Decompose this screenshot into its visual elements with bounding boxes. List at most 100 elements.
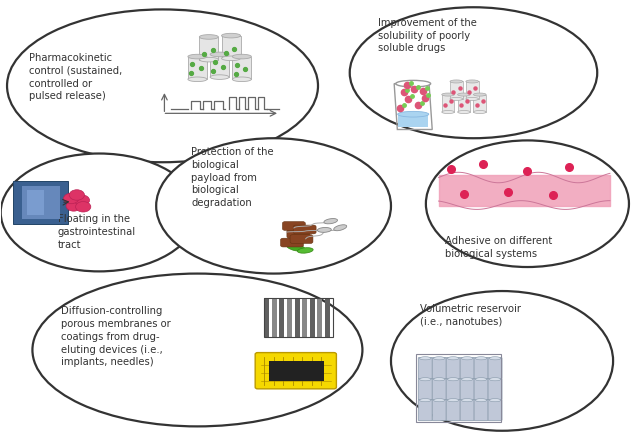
FancyBboxPatch shape (293, 225, 316, 234)
Circle shape (69, 190, 85, 200)
FancyBboxPatch shape (432, 378, 446, 400)
Ellipse shape (473, 93, 486, 96)
Ellipse shape (466, 80, 478, 83)
Ellipse shape (448, 399, 459, 402)
Text: Floating in the
gastrointestinal
tract: Floating in the gastrointestinal tract (58, 214, 136, 250)
Text: Protection of the
biological
payload from
biological
degradation: Protection of the biological payload fro… (191, 147, 273, 208)
FancyBboxPatch shape (446, 357, 460, 379)
Ellipse shape (475, 399, 487, 402)
Ellipse shape (210, 75, 229, 79)
Text: Pharmacokinetic
control (sustained,
controlled or
pulsed release): Pharmacokinetic control (sustained, cont… (29, 53, 123, 101)
FancyBboxPatch shape (488, 357, 502, 379)
FancyBboxPatch shape (290, 235, 313, 244)
Ellipse shape (398, 111, 429, 117)
Ellipse shape (475, 357, 487, 360)
Ellipse shape (156, 138, 391, 274)
FancyBboxPatch shape (446, 399, 460, 421)
FancyBboxPatch shape (418, 399, 432, 421)
FancyBboxPatch shape (488, 378, 502, 400)
Ellipse shape (434, 399, 445, 402)
Circle shape (64, 193, 79, 204)
Ellipse shape (32, 274, 363, 426)
FancyBboxPatch shape (488, 399, 502, 421)
Ellipse shape (475, 378, 487, 381)
FancyBboxPatch shape (255, 353, 336, 389)
Ellipse shape (420, 378, 431, 381)
Bar (221, 35, 240, 58)
Bar (473, 95, 486, 112)
Bar (264, 297, 333, 337)
Ellipse shape (1, 153, 197, 272)
Ellipse shape (426, 141, 629, 267)
Ellipse shape (420, 357, 431, 360)
Ellipse shape (7, 10, 318, 162)
Bar (272, 297, 277, 337)
Ellipse shape (458, 93, 470, 96)
Ellipse shape (188, 54, 207, 59)
Ellipse shape (391, 291, 613, 431)
FancyBboxPatch shape (418, 357, 432, 379)
FancyBboxPatch shape (460, 357, 474, 379)
Circle shape (76, 201, 91, 212)
Ellipse shape (473, 110, 486, 113)
Ellipse shape (350, 7, 597, 138)
Polygon shape (398, 114, 429, 127)
Ellipse shape (462, 378, 473, 381)
Ellipse shape (466, 97, 478, 100)
Circle shape (66, 201, 81, 211)
Ellipse shape (448, 357, 459, 360)
FancyBboxPatch shape (474, 399, 488, 421)
Ellipse shape (434, 378, 445, 381)
FancyBboxPatch shape (418, 378, 432, 400)
Bar (317, 297, 322, 337)
Bar (188, 57, 207, 79)
Ellipse shape (317, 227, 331, 232)
Bar (466, 81, 478, 99)
Ellipse shape (188, 77, 207, 81)
FancyBboxPatch shape (22, 186, 60, 219)
Ellipse shape (199, 35, 218, 39)
Ellipse shape (489, 378, 501, 381)
Ellipse shape (434, 357, 445, 360)
Ellipse shape (298, 247, 313, 253)
Bar (264, 297, 269, 337)
Ellipse shape (232, 54, 251, 59)
Ellipse shape (462, 399, 473, 402)
Bar (417, 354, 501, 422)
Ellipse shape (458, 110, 470, 113)
Bar (450, 81, 463, 99)
Bar (268, 361, 324, 381)
Bar (325, 297, 330, 337)
Ellipse shape (450, 80, 463, 83)
Ellipse shape (334, 225, 347, 231)
FancyBboxPatch shape (287, 230, 310, 238)
FancyBboxPatch shape (282, 222, 305, 230)
FancyBboxPatch shape (432, 357, 446, 379)
Ellipse shape (396, 81, 431, 87)
Bar (232, 57, 251, 79)
Bar (310, 297, 315, 337)
Circle shape (74, 195, 90, 205)
Text: Diffusion-controlling
porous membranes or
coatings from drug-
eluting devices (i: Diffusion-controlling porous membranes o… (61, 306, 170, 367)
Ellipse shape (221, 56, 240, 60)
Ellipse shape (287, 244, 305, 251)
Bar (199, 37, 218, 60)
Bar (279, 297, 284, 337)
Bar (302, 297, 307, 337)
Text: Adhesive on different
biological systems: Adhesive on different biological systems (445, 236, 552, 259)
Ellipse shape (420, 399, 431, 402)
FancyBboxPatch shape (13, 181, 68, 224)
Bar (442, 95, 455, 112)
FancyBboxPatch shape (460, 399, 474, 421)
FancyBboxPatch shape (280, 238, 303, 247)
FancyBboxPatch shape (474, 357, 488, 379)
Ellipse shape (221, 33, 240, 38)
Ellipse shape (489, 357, 501, 360)
Ellipse shape (232, 77, 251, 81)
Bar (287, 297, 292, 337)
FancyBboxPatch shape (474, 378, 488, 400)
Text: Improvement of the
solubility of poorly
soluble drugs: Improvement of the solubility of poorly … (378, 18, 477, 53)
Ellipse shape (462, 357, 473, 360)
Ellipse shape (199, 57, 218, 62)
Bar (210, 54, 229, 77)
